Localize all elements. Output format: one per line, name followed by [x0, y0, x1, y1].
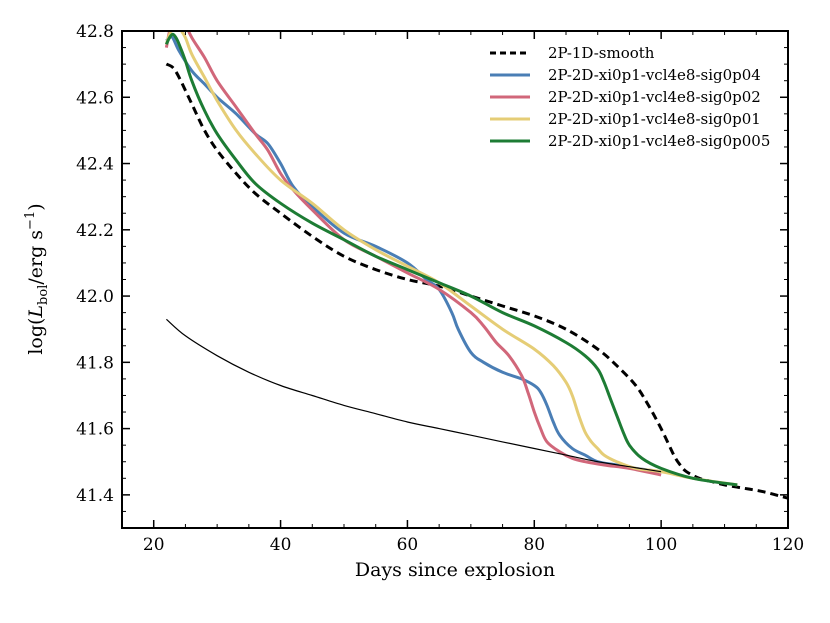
y-tick-label: 42.0 — [76, 287, 114, 307]
legend: 2P-1D-smooth 2P-2D-xi0p1-vcl4e8-sig0p04 2P… — [490, 44, 770, 150]
y-axis-label-superscript: −1 — [23, 211, 38, 230]
axis-ticks: 20 40 60 80 100 120 41.4 41.6 41.8 42.0 42.2 42.4 42… — [76, 22, 804, 555]
x-tick-label: 120 — [772, 535, 804, 555]
y-tick-label: 42.2 — [76, 221, 114, 241]
y-axis-label: log(Lbol/erg s−1) — [23, 203, 51, 354]
y-tick-label: 41.6 — [76, 420, 114, 440]
legend-label-2p-2d-xi0p1-vcl4e8-sig0p005: 2P-2D-xi0p1-vcl4e8-sig0p005 — [548, 132, 770, 150]
legend-label-2p-2d-xi0p1-vcl4e8-sig0p04: 2P-2D-xi0p1-vcl4e8-sig0p04 — [548, 66, 761, 84]
x-tick-label: 40 — [270, 535, 292, 555]
legend-label-2p-2d-xi0p1-vcl4e8-sig0p01: 2P-2D-xi0p1-vcl4e8-sig0p01 — [548, 110, 761, 128]
y-tick-label: 42.4 — [76, 155, 114, 175]
x-axis-label: Days since explosion — [355, 559, 555, 581]
plot-series — [164, 31, 788, 500]
y-axis-label-subscript: bol — [36, 285, 51, 305]
y-tick-label: 42.8 — [76, 22, 114, 42]
series-line-2p-2d-xi0p1-vcl4e8-sig0p005 — [165, 32, 738, 487]
x-tick-label: 60 — [397, 535, 419, 555]
y-tick-label: 41.4 — [76, 486, 114, 506]
y-axis-label-symbol: L — [25, 305, 47, 319]
y-axis-label-suffix: ) — [25, 203, 47, 210]
legend-label-2p-2d-xi0p1-vcl4e8-sig0p02: 2P-2D-xi0p1-vcl4e8-sig0p02 — [548, 88, 761, 106]
y-axis-label-prefix: log( — [25, 318, 47, 355]
y-axis-label-unit: /erg s — [25, 230, 47, 285]
y-tick-label: 42.6 — [76, 88, 114, 108]
series-line-2p-1d-smooth — [165, 62, 788, 500]
x-tick-label: 20 — [143, 535, 165, 555]
series-line-reference-thin — [166, 318, 662, 473]
y-tick-label: 41.8 — [76, 353, 114, 373]
legend-label-2p-1d-smooth: 2P-1D-smooth — [548, 44, 655, 62]
x-tick-label: 100 — [645, 535, 677, 555]
x-tick-label: 80 — [523, 535, 545, 555]
